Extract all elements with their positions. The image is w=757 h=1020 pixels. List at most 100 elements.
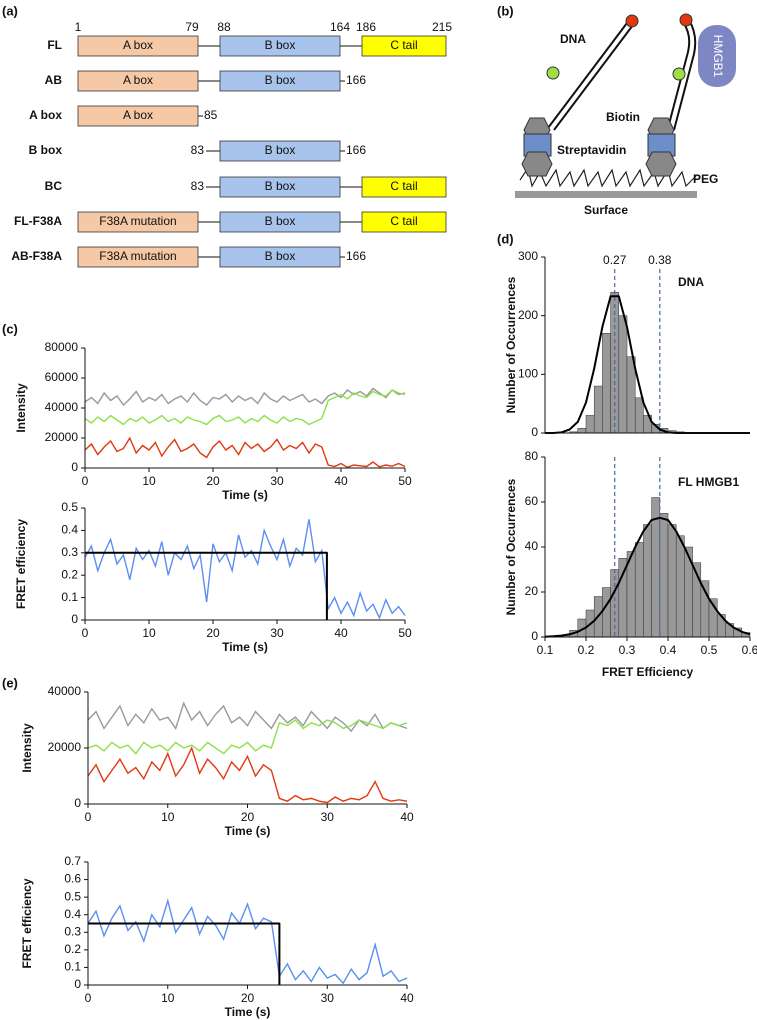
bar [577,428,587,434]
marker-label: 0.38 [648,253,672,267]
fit-line [88,922,281,985]
donor [546,66,560,80]
domain-box [77,35,199,57]
marker-label: 0.27 [603,253,627,267]
fit-line [85,551,328,620]
x-tick-label: 40 [400,810,414,824]
y-axis-label: FRET efficiency [20,878,34,968]
x-axis-label: Time (s) [225,1005,271,1019]
x-tick-label: 20 [206,474,220,488]
bar [634,542,644,638]
chart: 0 20000 40000 0 10 20 30 40 Intensity Time (s) [20,684,414,838]
dna-strand [553,24,634,131]
hmgb1-label: HMGB1 [711,35,725,78]
row-label: B box [29,143,63,157]
domain-label: B box [265,249,296,263]
bar [634,397,644,434]
y-tick-label: 0 [71,612,78,626]
residue-label: 215 [432,20,452,34]
trace [84,436,406,469]
y-tick-label: 80 [525,449,539,463]
trace [87,898,408,985]
chart-title: FL HMGB1 [678,475,739,489]
surface [515,191,697,198]
domain-box [361,176,447,198]
x-tick-label: 20 [241,991,255,1005]
y-tick-label: 0.2 [61,567,78,581]
dna-strand [547,22,628,129]
residue-label: 186 [356,20,376,34]
y-tick-label: 100 [518,367,538,381]
y-axis-label: Number of Occurrences [504,478,518,615]
bar [618,315,628,434]
x-tick-label: 30 [321,991,335,1005]
y-tick-label: 0 [74,977,81,991]
bar [593,385,603,434]
schematic: HMGB1 DNA Biotin Streptavidin PEG Surfac… [515,13,736,217]
domain-label: B box [265,143,296,157]
y-tick-label: 0.5 [64,889,81,903]
bar [643,524,652,638]
chart: 0 20 40 60 80 0.1 0.2 0.3 0.4 0.5 0.6 Number of Occ… [504,449,757,679]
bar [602,587,611,638]
bar [602,333,611,434]
row-label: FL-F38A [14,214,62,228]
y-tick-label: 20000 [48,740,82,754]
x-tick-label: 0 [82,474,89,488]
residue-label: 1 [75,20,82,34]
y-tick-label: 0 [71,460,78,474]
domain-box [361,35,447,57]
y-tick-label: 300 [518,249,538,263]
y-tick-label: 0.3 [61,545,78,559]
residue-label: 166 [346,143,366,157]
x-tick-label: 10 [142,474,156,488]
x-axis-label: Time (s) [222,640,268,654]
x-tick-label: 0.3 [619,643,636,657]
y-tick-label: 40000 [48,684,82,698]
fit-line [544,516,751,638]
trace [87,719,408,755]
trace [84,519,406,620]
anchor [645,151,677,177]
trace [87,701,408,733]
x-axis-label: Time (s) [222,488,268,502]
surface-label: Surface [584,203,628,217]
y-tick-label: 20 [525,584,539,598]
x-tick-label: 50 [398,626,412,640]
x-tick-label: 0 [85,810,92,824]
anchor [521,151,553,177]
domain-label: A box [123,108,153,122]
domain-box [219,246,341,268]
y-tick-label: 0 [531,629,538,643]
x-tick-label: 40 [334,474,348,488]
domain-label: C tail [390,214,417,228]
bar [675,535,685,638]
y-tick-label: 0 [531,425,538,439]
y-tick-label: 40000 [45,400,79,414]
y-tick-label: 0.3 [64,924,81,938]
x-tick-label: 30 [270,626,284,640]
x-tick-label: 0.2 [578,643,595,657]
domain-box [77,70,199,92]
domain-label: C tail [390,179,417,193]
panel-label: (e) [2,675,18,690]
domain-box [361,211,447,233]
biotin-label: Biotin [606,110,640,124]
x-tick-label: 50 [398,474,412,488]
y-tick-label: 0.4 [64,907,81,921]
x-axis-label: Time (s) [225,824,271,838]
domain-label: B box [265,73,296,87]
y-tick-label: 60 [525,494,539,508]
y-axis-label: Number of Occurrences [504,276,518,413]
bar [585,415,595,434]
acceptor [625,14,639,28]
domain-box [219,176,341,198]
y-tick-label: 80000 [45,340,79,354]
domain-label: F38A mutation [99,249,176,263]
bar [667,524,677,638]
residue-label: 88 [217,20,231,34]
y-tick-label: 0.4 [61,523,78,537]
domain-box [219,70,341,92]
x-axis-label: FRET Efficiency [602,665,694,679]
